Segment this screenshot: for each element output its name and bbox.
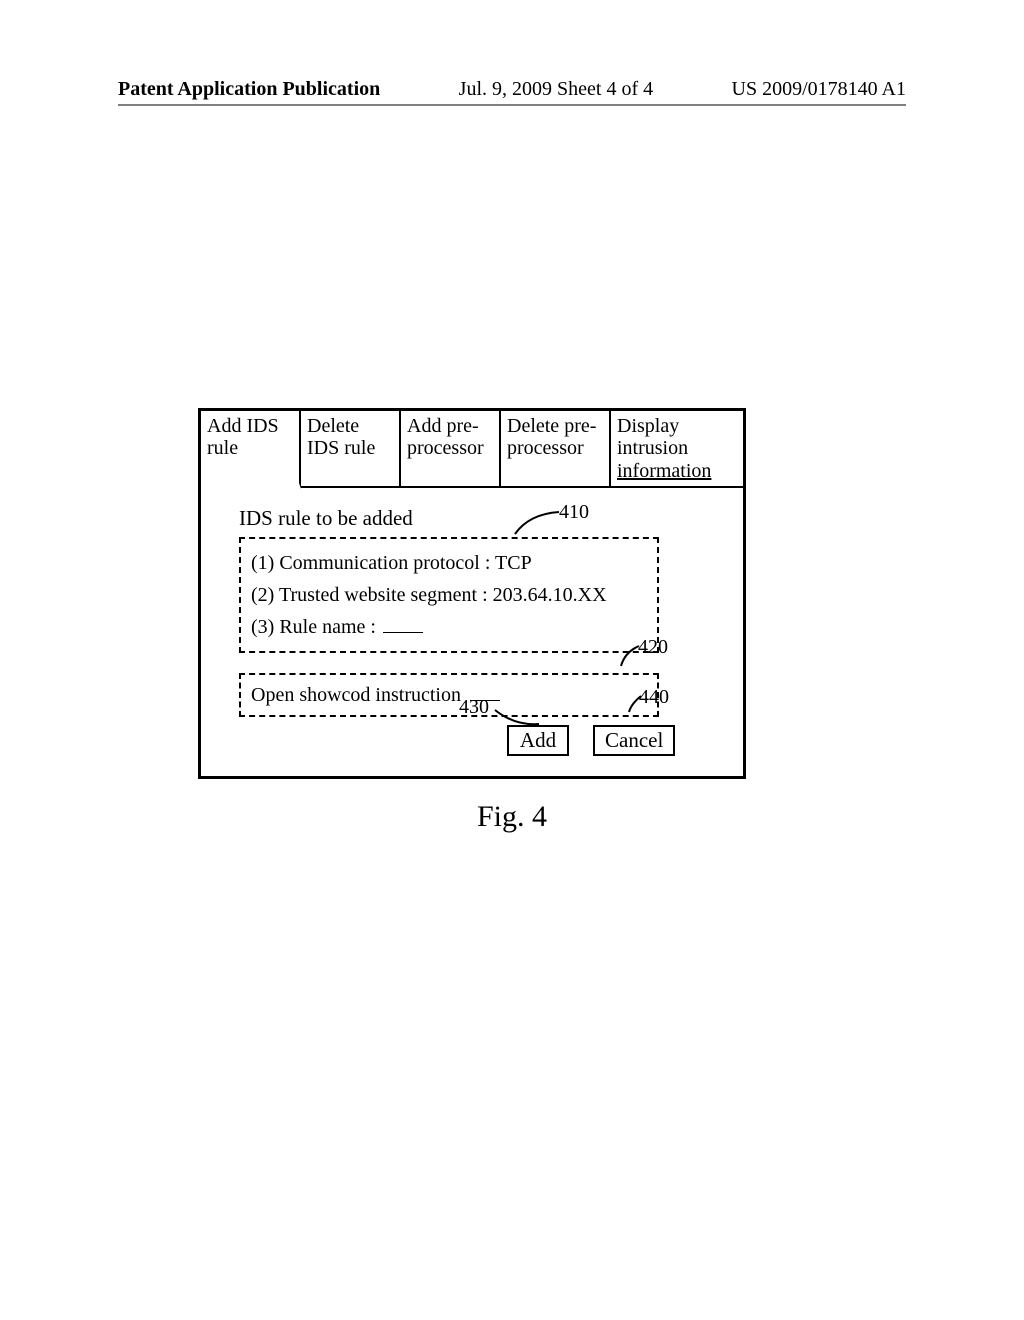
cancel-button[interactable]: Cancel xyxy=(593,725,675,756)
field-protocol: (1) Communication protocol : TCP xyxy=(251,547,647,579)
tab-display-intrusion-info[interactable]: Display intrusion information xyxy=(611,411,743,486)
panel-body: IDS rule to be added (1) Communication p… xyxy=(201,488,743,776)
tab-label: Delete IDS rule xyxy=(307,415,393,460)
header-left: Patent Application Publication xyxy=(118,78,380,101)
page-header: Patent Application Publication Jul. 9, 2… xyxy=(0,78,1024,101)
tab-row: Add IDS rule Delete IDS rule Add pre-pro… xyxy=(201,411,743,488)
tab-label: Add pre-processor xyxy=(407,415,493,460)
header-right: US 2009/0178140 A1 xyxy=(732,78,906,101)
showcod-label: Open showcod instruction xyxy=(251,684,461,706)
tab-delete-preprocessor[interactable]: Delete pre-processor xyxy=(501,411,611,486)
add-button-label: Add xyxy=(520,728,556,752)
button-row: Add Cancel xyxy=(239,725,715,756)
tab-label: Display intrusion information xyxy=(617,415,737,482)
header-center: Jul. 9, 2009 Sheet 4 of 4 xyxy=(459,78,653,101)
tab-add-preprocessor[interactable]: Add pre-processor xyxy=(401,411,501,486)
field-rule-name: (3) Rule name : xyxy=(251,611,647,643)
callout-430: 430 xyxy=(459,696,489,719)
header-rule xyxy=(118,104,906,106)
panel-title: IDS rule to be added xyxy=(239,506,715,531)
tab-delete-ids-rule[interactable]: Delete IDS rule xyxy=(301,411,401,486)
add-button[interactable]: Add xyxy=(507,725,569,756)
showcod-box: Open showcod instruction xyxy=(239,673,659,717)
figure-caption: Fig. 4 xyxy=(0,800,1024,834)
tab-label: Add IDS rule xyxy=(207,415,293,460)
callout-440: 440 xyxy=(639,686,669,709)
rule-name-input-line[interactable] xyxy=(383,632,423,633)
figure-window: Add IDS rule Delete IDS rule Add pre-pro… xyxy=(198,408,746,779)
rule-fields-box: (1) Communication protocol : TCP (2) Tru… xyxy=(239,537,659,653)
callout-420: 420 xyxy=(638,636,668,659)
cancel-button-label: Cancel xyxy=(605,728,663,752)
field-rule-name-label: (3) Rule name : xyxy=(251,616,376,638)
tab-label: Delete pre-processor xyxy=(507,415,603,460)
tab-add-ids-rule[interactable]: Add IDS rule xyxy=(201,411,301,489)
callout-410: 410 xyxy=(559,501,589,524)
field-trusted-segment: (2) Trusted website segment : 203.64.10.… xyxy=(251,579,647,611)
